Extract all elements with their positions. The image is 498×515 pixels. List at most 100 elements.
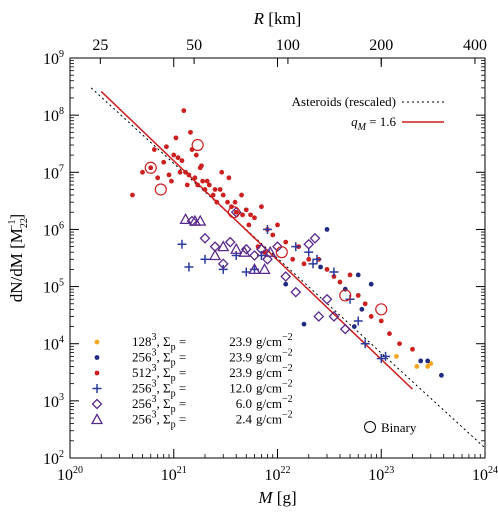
data-point-dot: [204, 178, 210, 184]
top-axis-title-symbol: R: [253, 9, 265, 28]
y-tick-base: 10: [43, 51, 59, 68]
y-tick-base: 10: [43, 108, 59, 125]
x-tick-label: 1020: [57, 465, 83, 484]
data-point-diamond: [339, 323, 351, 335]
y-tick-label: 109: [43, 49, 64, 68]
x-tick-exponent: 20: [73, 465, 83, 476]
data-point-dot: [255, 244, 261, 250]
legend-sigma: , Σ: [157, 381, 171, 396]
data-point-dot: [425, 358, 431, 364]
data-point-dot: [212, 187, 218, 192]
legend-unit-text: g/cm: [256, 365, 282, 380]
data-point-dot: [199, 163, 204, 169]
data-point-diamond: [240, 243, 252, 255]
top-tick-label: 100: [276, 37, 300, 54]
legend-equals: =: [176, 350, 187, 365]
legend-unit-exponent: −2: [282, 332, 293, 343]
legend-fit-subscript: M: [357, 122, 367, 133]
legend-resolution-exponent: 3: [152, 332, 157, 343]
data-point-dot: [219, 169, 225, 175]
y-tick-exponent: 8: [59, 106, 64, 117]
data-point-triangle: [208, 249, 222, 261]
x-tick-exponent: 22: [281, 465, 291, 476]
data-point-plus: [291, 242, 301, 252]
binary-circle: [227, 206, 241, 219]
x-tick-label: 1021: [161, 465, 187, 484]
data-point-dot: [283, 281, 289, 287]
data-point-dot: [188, 129, 193, 135]
data-point-dot: [195, 182, 201, 188]
data-point-diamond: [272, 241, 283, 253]
data-point-dot: [214, 199, 220, 205]
legend-sigma: , Σ: [157, 365, 171, 380]
legend-unit-exponent: −2: [282, 348, 293, 359]
y-tick-label: 102: [43, 449, 64, 468]
data-point-dot: [355, 272, 361, 278]
data-point-dot: [290, 256, 296, 262]
data-point-plus: [241, 267, 251, 277]
x-axis-title: M [g]: [257, 488, 296, 507]
legend-resolution: 256: [132, 381, 152, 396]
x-axis-title-unit: [g]: [273, 488, 297, 507]
legend-series-label: 5123, Σp =: [132, 363, 186, 384]
data-point-dot: [301, 321, 307, 327]
top-tick-label: 25: [92, 37, 108, 54]
y-tick-base: 10: [43, 337, 59, 354]
legend-series-5: 2563, Σp = 2.4 g/cm−2: [90, 410, 293, 431]
data-point-plus: [353, 316, 363, 326]
legend-equals: =: [176, 396, 187, 411]
data-point-dot: [351, 324, 357, 329]
x-tick-label: 1022: [265, 465, 291, 484]
asteroid-reference-line: [90, 87, 486, 449]
data-point-dot: [347, 272, 353, 278]
y-tick-label: 106: [43, 220, 64, 239]
legend-sigma-subscript: p: [171, 358, 176, 369]
data-point-dot: [243, 207, 249, 213]
data-point-triangle: [90, 413, 104, 425]
x-tick-base: 10: [368, 467, 384, 484]
y-tick-label: 103: [43, 392, 64, 411]
data-point-dot: [331, 274, 337, 279]
legend-sigma-value: 23.9: [229, 365, 252, 380]
y-tick-base: 10: [43, 165, 59, 182]
data-point-dot: [439, 372, 444, 378]
data-point-plus: [177, 239, 187, 249]
y-axis-title-group: dN/dM [M22−1]: [7, 214, 30, 302]
legend-resolution-exponent: 3: [152, 348, 157, 359]
legend-unit-exponent: −2: [282, 363, 293, 374]
legend-sigma-value: 2.4: [236, 412, 253, 427]
data-point-plus: [329, 267, 339, 277]
data-point-dot: [169, 178, 174, 184]
data-point-dot: [186, 172, 192, 178]
x-tick-exponent: 24: [488, 465, 498, 476]
binary-circle: [191, 138, 204, 152]
legend-equals: =: [176, 334, 187, 349]
data-point-dot: [425, 364, 431, 369]
top-tick-label: 50: [186, 37, 202, 54]
legend-fit-symbol: q: [351, 114, 358, 129]
series-2: [130, 108, 415, 352]
legend-sigma: , Σ: [157, 412, 171, 427]
legend-sigma-value: 23.9: [229, 334, 252, 349]
legend-unit-text: g/cm: [256, 396, 282, 411]
data-point-dot: [414, 364, 420, 369]
y-axis-title: dN/dM [M22−1]: [7, 214, 30, 302]
legend-sigma: , Σ: [157, 350, 171, 365]
data-point-dot: [418, 358, 424, 364]
binary-circle: [154, 183, 167, 196]
binary-circle: [375, 303, 388, 316]
legend-resolution-exponent: 3: [152, 379, 157, 390]
data-point-triangle: [217, 240, 230, 252]
data-point-diamond: [313, 311, 325, 322]
y-tick-base: 10: [43, 280, 59, 297]
legend-binary-label: Binary: [381, 420, 417, 435]
legend-series-label: 2563, Σp =: [132, 410, 186, 431]
legend-resolution: 256: [132, 396, 152, 411]
data-point-diamond: [249, 250, 260, 261]
data-point-dot: [378, 318, 384, 324]
legend-equals: =: [176, 412, 187, 427]
data-point-dot: [270, 232, 276, 238]
data-point-triangle: [258, 263, 271, 275]
binary-markers: [144, 138, 388, 316]
legend-sigma-value: 12.0: [229, 381, 252, 396]
